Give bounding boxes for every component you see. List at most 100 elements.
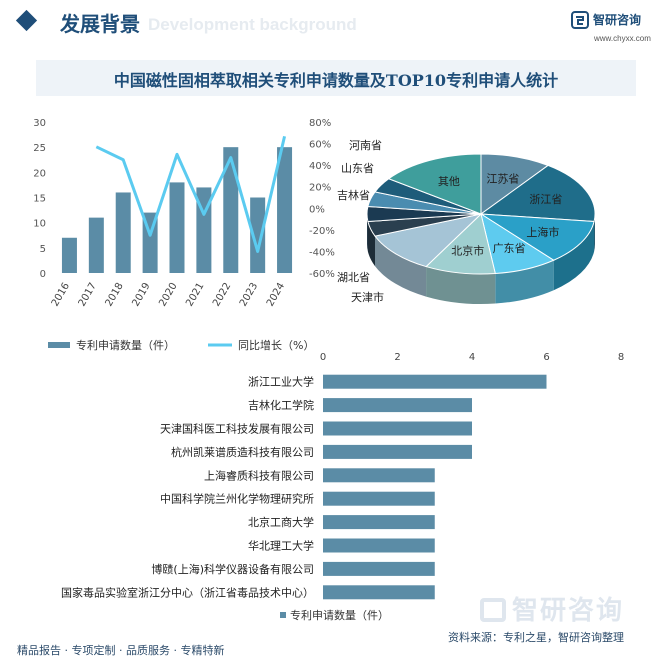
header-ghost-text: Development background	[148, 15, 357, 34]
right-axis-tick: 60%	[309, 140, 331, 151]
pie-slice-side	[375, 236, 427, 297]
category-label: 中国科学院兰州化学物理研究所	[160, 492, 314, 506]
x-tick-label: 2023	[238, 281, 260, 309]
hbar	[323, 491, 435, 506]
category-label: 国家毒品实验室浙江分中心（浙江省毒品技术中心）	[61, 585, 314, 599]
pie-label: 广东省	[493, 242, 526, 255]
pie-label: 湖北省	[337, 271, 370, 284]
hbar	[323, 421, 472, 436]
watermark: 智研咨询	[480, 590, 624, 627]
chart-title-bar: 中国磁性固相萃取相关专利申请数量及TOP10专利申请人统计	[36, 60, 636, 96]
category-label: 浙江工业大学	[248, 375, 314, 389]
left-axis-tick: 30	[33, 118, 46, 129]
footer-tagline: 精品报告 · 专项定制 · 品质服务 · 专精特新	[17, 644, 225, 657]
x-tick-label: 2017	[77, 281, 99, 309]
pie-slice	[374, 213, 483, 268]
hbar	[323, 444, 472, 459]
bar	[61, 237, 77, 273]
left-axis-tick: 10	[33, 219, 46, 230]
hbar-chart: 0 2 4 6 8 浙江工业大学吉林化工学院天津国科医工科技发展有限公司杭州凯莱谱质造科技…	[61, 352, 624, 622]
right-axis-tick: 40%	[309, 161, 331, 172]
category-label: 天津国科医工科技发展有限公司	[160, 422, 314, 436]
diamond-icon	[15, 9, 38, 32]
legend-bar-label: 专利申请数量（件）	[76, 338, 175, 352]
right-axis-tick: -60%	[309, 269, 335, 280]
x-tick-label: 8	[618, 352, 624, 363]
pie-slice-side	[553, 221, 595, 291]
bar	[169, 182, 185, 273]
left-axis-tick: 5	[40, 244, 46, 255]
hbar	[323, 515, 435, 530]
left-axis-tick: 25	[33, 143, 46, 154]
legend-line-label: 同比增长（%）	[238, 338, 314, 352]
x-tick-label: 6	[543, 352, 549, 363]
category-label: 华北理工大学	[248, 539, 314, 553]
x-tick-label: 2019	[130, 281, 152, 309]
main-title: 中国磁性固相萃取相关专利申请数量及TOP10专利申请人统计	[113, 71, 559, 90]
brand-name: 智研咨询	[593, 13, 642, 27]
category-label: 吉林化工学院	[248, 398, 314, 412]
section-header: Development background 发展背景	[0, 0, 671, 44]
brand-url: www.chyxx.com	[594, 34, 651, 43]
left-axis-tick: 20	[33, 168, 46, 179]
hbar-legend-label: 专利申请数量（件）	[290, 608, 389, 622]
pie-slice	[387, 153, 482, 215]
brand-icon	[571, 11, 589, 29]
pie-slice	[480, 213, 595, 261]
category-label: 上海睿质科技有限公司	[204, 468, 314, 482]
pie-label: 吉林省	[337, 188, 370, 202]
x-tick-label: 2021	[184, 281, 206, 309]
right-axis-tick: 80%	[309, 118, 331, 129]
category-label: 北京工商大学	[248, 515, 314, 529]
pie-label: 江苏省	[486, 173, 519, 186]
x-tick-label: 2	[394, 352, 400, 363]
hbar	[323, 398, 472, 413]
x-tick-label: 2020	[157, 281, 179, 309]
x-tick-label: 0	[320, 352, 326, 363]
pie-slice	[425, 213, 496, 275]
pie-slice-side	[367, 221, 376, 267]
left-axis-tick: 0	[40, 269, 46, 280]
bar	[88, 217, 104, 273]
left-axis-tick: 15	[33, 194, 46, 205]
hbar	[323, 374, 547, 389]
right-axis-tick: 20%	[309, 183, 331, 194]
pie-slice-side	[495, 260, 554, 304]
right-axis-tick: 0%	[309, 204, 325, 215]
right-axis-tick: -40%	[309, 247, 335, 258]
right-axis-tick: -20%	[309, 226, 335, 237]
pie-label: 其他	[438, 175, 460, 188]
growth-line	[95, 136, 287, 253]
hbar	[323, 468, 435, 483]
category-label: 杭州凯莱谱质造科技有限公司	[171, 445, 314, 459]
pie-label: 河南省	[349, 139, 382, 152]
pie-slice-side	[426, 266, 496, 304]
hbar	[323, 585, 435, 600]
pie-label: 天津市	[351, 290, 384, 304]
x-tick-label: 2016	[50, 281, 72, 309]
x-tick-label: 2018	[104, 281, 126, 309]
legend-bar-swatch	[48, 342, 70, 348]
pie-slice	[480, 153, 550, 215]
pie-label: 上海市	[526, 225, 559, 239]
hbar	[323, 538, 435, 553]
pie-slice-side	[594, 214, 595, 252]
section-title: 发展背景	[60, 12, 140, 36]
pie-label: 北京市	[451, 244, 484, 258]
bar	[250, 197, 266, 273]
bar	[115, 192, 131, 273]
footer-source: 资料来源：专利之星，智研咨询整理	[448, 631, 624, 644]
footer: 精品报告 · 专项定制 · 品质服务 · 专精特新 资料来源：专利之星，智研咨询…	[0, 631, 671, 662]
bar	[223, 147, 239, 273]
x-tick-label: 2022	[211, 281, 233, 309]
combo-chart: 0 5 10 15 20 25 30 -60% -40% -20% 0% 20% 40% 60% 80% 20…	[33, 118, 335, 352]
x-tick-label: 4	[469, 352, 475, 363]
x-tick-label: 2024	[265, 281, 287, 309]
category-label: 博赜(上海)科学仪器设备有限公司	[151, 562, 314, 576]
pie-slice-side	[367, 214, 368, 252]
pie-label: 山东省	[341, 162, 374, 175]
pie-slice	[479, 164, 596, 223]
hbar-legend-swatch	[280, 612, 286, 618]
hbar	[323, 561, 435, 576]
